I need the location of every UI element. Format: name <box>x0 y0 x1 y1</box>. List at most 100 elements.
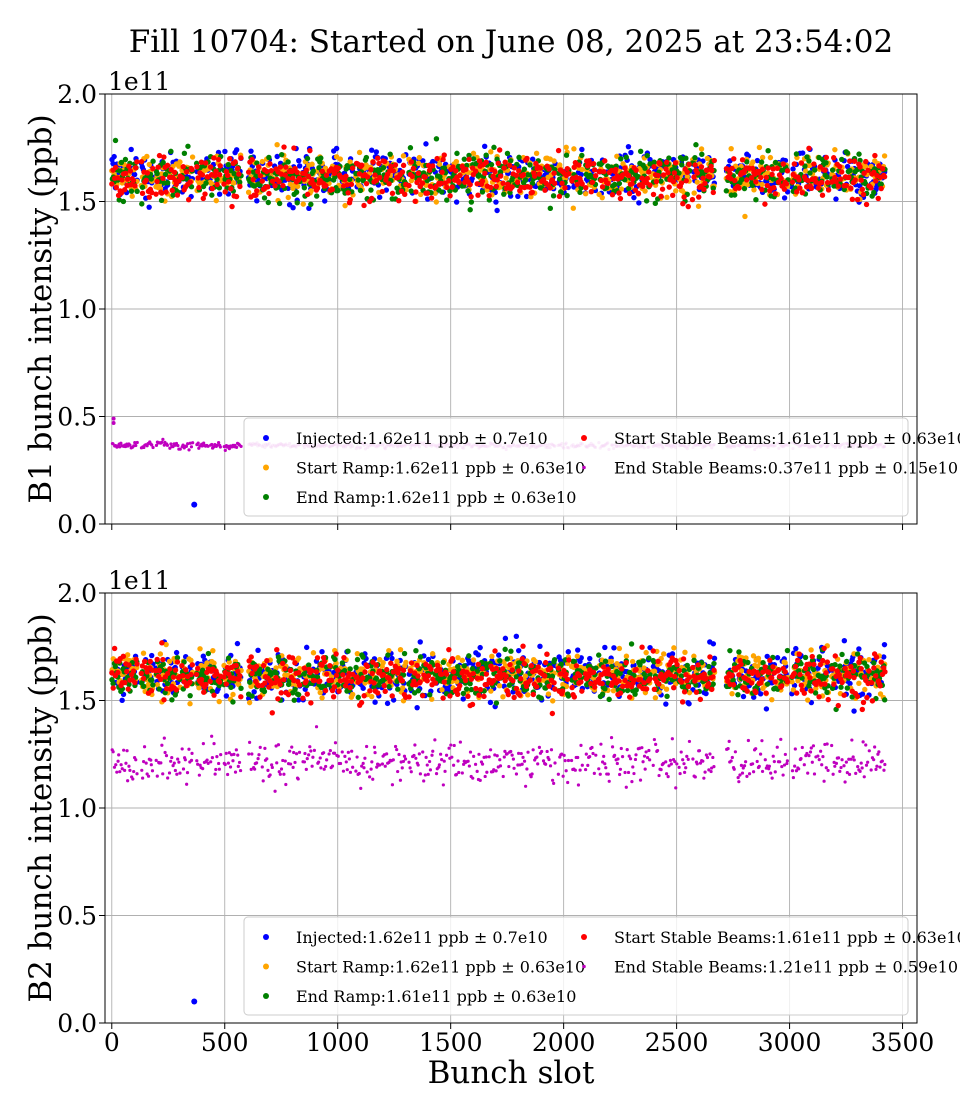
data-point <box>296 157 302 164</box>
data-point <box>439 189 445 195</box>
data-point <box>710 185 716 191</box>
data-point <box>228 167 234 174</box>
data-point <box>571 164 577 170</box>
data-point <box>642 188 648 194</box>
data-point <box>881 153 888 159</box>
data-point <box>790 166 796 172</box>
data-point <box>563 144 569 150</box>
data-point <box>759 186 765 193</box>
data-point <box>729 165 735 172</box>
data-point <box>475 652 481 658</box>
data-point <box>417 639 423 645</box>
data-point <box>415 170 422 176</box>
data-point <box>364 174 371 180</box>
data-point <box>603 184 610 191</box>
data-point <box>663 686 670 692</box>
data-point <box>833 196 839 202</box>
data-point <box>822 167 828 173</box>
data-point <box>200 195 206 202</box>
data-point <box>179 174 185 181</box>
data-point <box>408 188 414 194</box>
data-point <box>555 147 562 154</box>
data-point <box>317 689 323 696</box>
data-point <box>527 184 533 190</box>
data-point <box>223 693 230 699</box>
data-point <box>353 664 359 671</box>
data-point <box>507 158 514 164</box>
data-point <box>547 205 554 212</box>
data-point <box>483 159 489 165</box>
data-point <box>647 156 653 163</box>
data-point <box>502 646 508 653</box>
data-point <box>551 170 557 176</box>
data-point <box>131 171 138 178</box>
data-point <box>469 665 476 672</box>
data-point <box>579 146 585 153</box>
data-point <box>174 192 181 198</box>
data-point <box>438 180 444 187</box>
data-point <box>590 160 597 167</box>
data-point <box>700 175 706 181</box>
data-point <box>319 695 325 701</box>
data-point <box>253 663 260 670</box>
data-point <box>832 174 838 181</box>
data-point <box>274 142 280 148</box>
data-point <box>610 687 617 694</box>
data-point <box>881 174 888 180</box>
data-point <box>856 646 862 652</box>
data-point <box>798 160 805 166</box>
y-tick-label: 0.5 <box>57 403 97 432</box>
data-point <box>703 690 709 697</box>
data-point <box>295 655 302 661</box>
data-point <box>261 688 268 695</box>
data-point <box>166 658 173 664</box>
data-point <box>623 653 630 659</box>
data-point <box>625 143 632 150</box>
data-point <box>694 179 700 185</box>
data-point <box>731 156 737 162</box>
data-point <box>772 190 779 197</box>
data-point <box>342 202 348 209</box>
data-point <box>796 177 802 183</box>
data-point <box>109 181 115 187</box>
data-point <box>587 655 593 662</box>
data-point <box>172 667 179 673</box>
data-point <box>323 172 330 178</box>
y-multiplier-b1: 1e11 <box>108 67 171 96</box>
data-point <box>171 169 178 175</box>
data-point <box>169 187 175 194</box>
data-point <box>463 166 469 172</box>
data-point <box>640 658 646 664</box>
data-point <box>660 172 667 178</box>
data-point <box>839 651 845 658</box>
data-point <box>138 158 145 165</box>
data-point <box>823 154 830 161</box>
data-point <box>878 185 884 192</box>
data-point <box>158 676 164 682</box>
data-point <box>154 170 160 177</box>
data-point <box>129 193 135 199</box>
data-point <box>729 690 735 697</box>
data-point <box>332 656 338 662</box>
data-point <box>784 168 791 174</box>
data-point <box>345 190 351 196</box>
data-point <box>453 199 460 205</box>
data-point <box>308 188 314 194</box>
data-point <box>245 169 252 175</box>
data-point <box>139 184 146 190</box>
data-point <box>652 695 659 701</box>
data-point <box>835 183 842 189</box>
data-point <box>148 688 155 694</box>
data-point <box>119 697 125 704</box>
data-point <box>525 692 531 698</box>
data-point <box>784 647 791 654</box>
data-point <box>493 183 500 189</box>
legend-marker <box>263 464 269 471</box>
data-point <box>613 166 619 173</box>
data-point <box>233 147 240 153</box>
data-point <box>257 173 264 179</box>
data-point <box>434 155 440 162</box>
data-point <box>759 181 765 188</box>
data-point <box>579 181 585 187</box>
